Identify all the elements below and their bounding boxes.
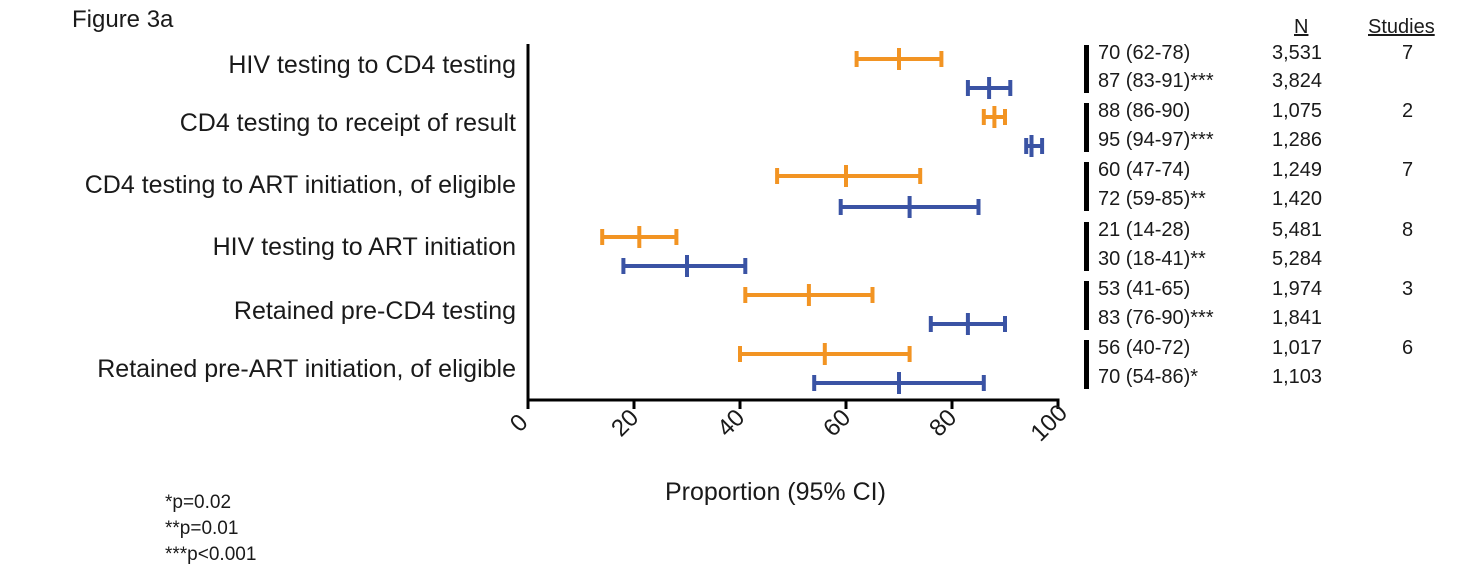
row-bracket [1084,45,1089,93]
n-value: 1,286 [1272,129,1323,151]
n-value: 3,824 [1272,70,1323,92]
n-value: 1,974 [1272,278,1323,300]
figure-label: Figure 3a [72,6,174,33]
estimate-text: 88 (86-90) [1098,100,1191,122]
studies-value: 8 [1402,219,1414,241]
estimate-text: 60 (47-74) [1098,159,1191,181]
studies-value: 7 [1402,159,1414,181]
n-value: 1,841 [1272,307,1323,329]
row-bracket [1084,103,1089,152]
category-label: HIV testing to ART initiation [212,233,516,261]
category-label: HIV testing to CD4 testing [228,51,516,79]
n-value: 1,017 [1272,337,1323,359]
estimate-text: 87 (83-91)*** [1098,70,1214,92]
plot-marks [600,48,1045,394]
x-tick-label: 60 [818,404,856,442]
footnote: ***p<0.001 [165,544,257,565]
row-bracket [1084,222,1089,271]
studies-value: 3 [1402,278,1414,300]
studies-value: 7 [1402,42,1414,64]
estimate-text: 95 (94-97)*** [1098,129,1214,151]
n-value: 5,284 [1272,248,1323,270]
n-value: 3,531 [1272,42,1323,64]
x-tick-label: 20 [606,404,644,442]
estimate-text: 72 (59-85)** [1098,188,1206,210]
estimate-text: 30 (18-41)** [1098,248,1206,270]
category-label: CD4 testing to ART initiation, of eligib… [84,171,516,199]
n-value: 1,420 [1272,188,1323,210]
x-tick-label: 0 [505,409,534,438]
estimate-text: 53 (41-65) [1098,278,1191,300]
category-label: Retained pre-ART initiation, of eligible [97,355,516,383]
category-label: Retained pre-CD4 testing [233,297,516,325]
footnote: *p=0.02 [165,492,232,513]
studies-column-header: Studies [1368,16,1435,38]
studies-value: 2 [1402,100,1414,122]
axes: 0 20 40 60 80 100 [505,44,1073,447]
x-tick-label: 40 [712,404,750,442]
n-value: 1,249 [1272,159,1323,181]
footnote: **p=0.01 [165,518,239,539]
estimate-text: 70 (54-86)* [1098,366,1199,388]
row-bracket [1084,281,1089,330]
x-tick-label: 80 [924,404,962,442]
estimate-text: 56 (40-72) [1098,337,1191,359]
x-tick-label: 100 [1025,399,1072,446]
category-label: CD4 testing to receipt of result [179,109,516,137]
row-bracket [1084,162,1089,211]
n-value: 1,075 [1272,100,1323,122]
row-bracket [1084,340,1089,389]
n-value: 5,481 [1272,219,1323,241]
studies-value: 6 [1402,337,1414,359]
estimate-text: 21 (14-28) [1098,219,1191,241]
estimate-text: 70 (62-78) [1098,42,1191,64]
estimate-text: 83 (76-90)*** [1098,307,1214,329]
n-column-header: N [1294,16,1309,38]
n-value: 1,103 [1272,366,1323,388]
x-axis-label: Proportion (95% CI) [665,478,886,506]
